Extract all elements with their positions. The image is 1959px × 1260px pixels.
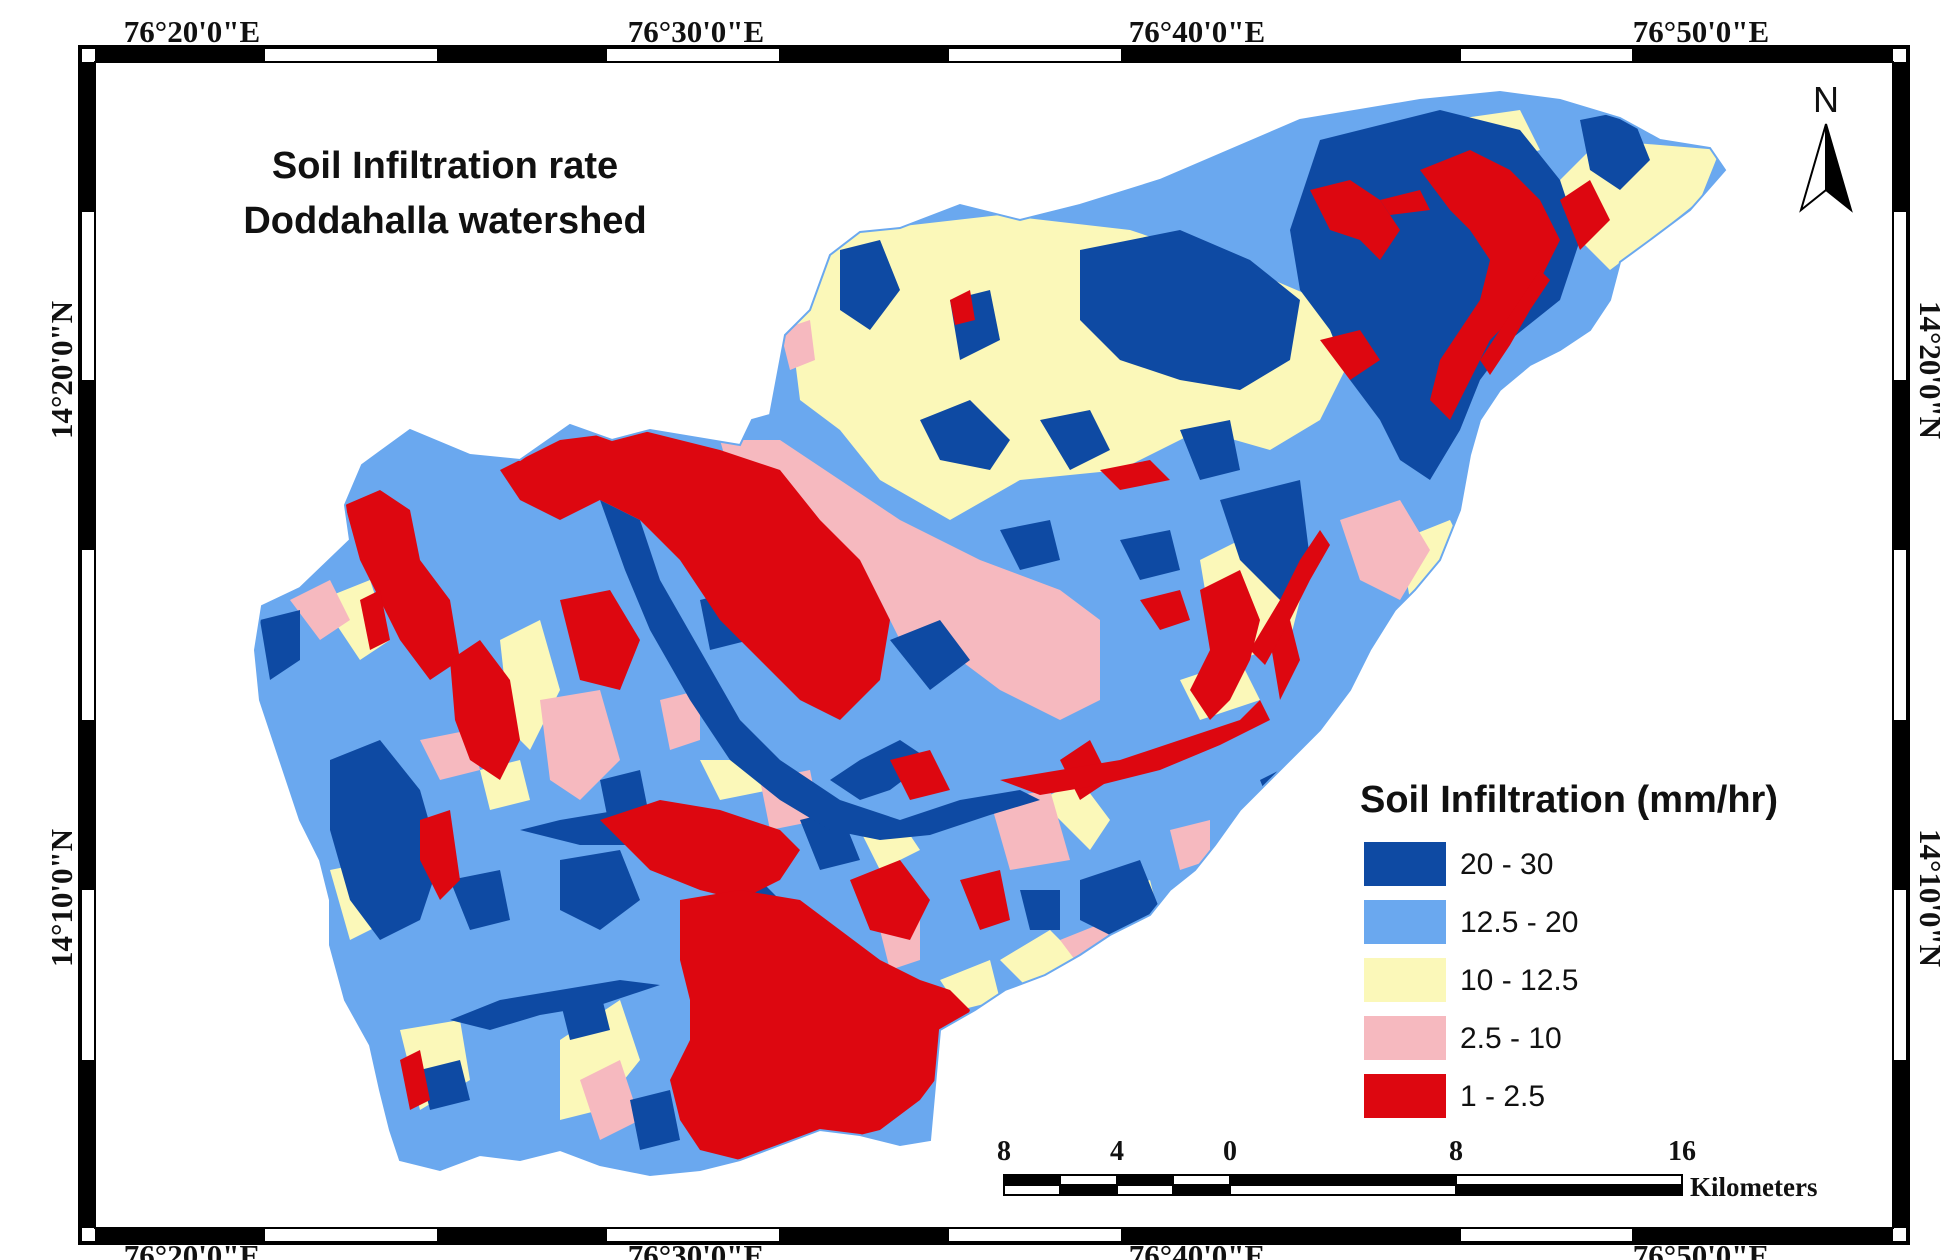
left-latitude-labels: 14°20'0"N 14°10'0"N	[44, 301, 79, 967]
legend-label: 1 - 2.5	[1460, 1080, 1545, 1113]
bottom-longitude-label: 76°40'0"E	[1129, 1238, 1265, 1260]
scale-tick-label: 8	[1449, 1136, 1463, 1167]
legend-label: 10 - 12.5	[1460, 964, 1578, 997]
legend-label: 20 - 30	[1460, 848, 1553, 881]
top-longitude-label: 76°30'0"E	[628, 14, 764, 49]
top-longitude-label: 76°40'0"E	[1129, 14, 1265, 49]
scale-tick-label: 0	[1223, 1136, 1237, 1167]
bottom-longitude-label: 76°20'0"E	[124, 1238, 260, 1260]
left-latitude-label: 14°20'0"N	[44, 301, 79, 439]
top-longitude-label: 76°50'0"E	[1633, 14, 1769, 49]
map-title-line2: Doddahalla watershed	[243, 200, 646, 242]
bottom-longitude-labels: 76°20'0"E 76°30'0"E 76°40'0"E 76°50'0"E	[124, 1238, 1769, 1260]
scale-tick-label: 4	[1110, 1136, 1124, 1167]
legend-item: 12.5 - 20	[1364, 900, 1578, 944]
scale-tick-label: 16	[1668, 1136, 1696, 1167]
legend-swatch	[1364, 842, 1446, 886]
legend-title: Soil Infiltration (mm/hr)	[1360, 779, 1778, 821]
infiltration-zones-1-2-5	[345, 150, 1610, 1160]
legend-item: 1 - 2.5	[1364, 1074, 1545, 1118]
legend-item: 2.5 - 10	[1364, 1016, 1562, 1060]
right-latitude-label: 14°20'0"N	[1913, 301, 1948, 439]
right-latitude-label: 14°10'0"N	[1913, 829, 1948, 967]
legend-label: 2.5 - 10	[1460, 1022, 1562, 1055]
left-latitude-label: 14°10'0"N	[44, 829, 79, 967]
legend-item: 10 - 12.5	[1364, 958, 1578, 1002]
legend-label: 12.5 - 20	[1460, 906, 1578, 939]
legend-swatch	[1364, 1016, 1446, 1060]
right-latitude-labels: 14°20'0"N 14°10'0"N	[1913, 301, 1948, 967]
legend: Soil Infiltration (mm/hr) 20 - 30 12.5 - …	[1360, 779, 1778, 1118]
map-title-line1: Soil Infiltration rate	[272, 145, 618, 187]
bottom-longitude-label: 76°30'0"E	[628, 1238, 764, 1260]
legend-swatch	[1364, 958, 1446, 1002]
scale-bar: 8 4 0 8 16 Kilometers	[997, 1136, 1817, 1202]
north-arrow-label: N	[1813, 79, 1839, 120]
bottom-longitude-label: 76°50'0"E	[1633, 1238, 1769, 1260]
scale-tick-label: 8	[997, 1136, 1011, 1167]
north-arrow: N	[1799, 79, 1853, 213]
legend-item: 20 - 30	[1364, 842, 1553, 886]
top-longitude-label: 76°20'0"E	[124, 14, 260, 49]
legend-swatch	[1364, 900, 1446, 944]
top-longitude-labels: 76°20'0"E 76°30'0"E 76°40'0"E 76°50'0"E	[124, 14, 1769, 49]
scale-unit-label: Kilometers	[1690, 1172, 1817, 1202]
legend-swatch	[1364, 1074, 1446, 1118]
